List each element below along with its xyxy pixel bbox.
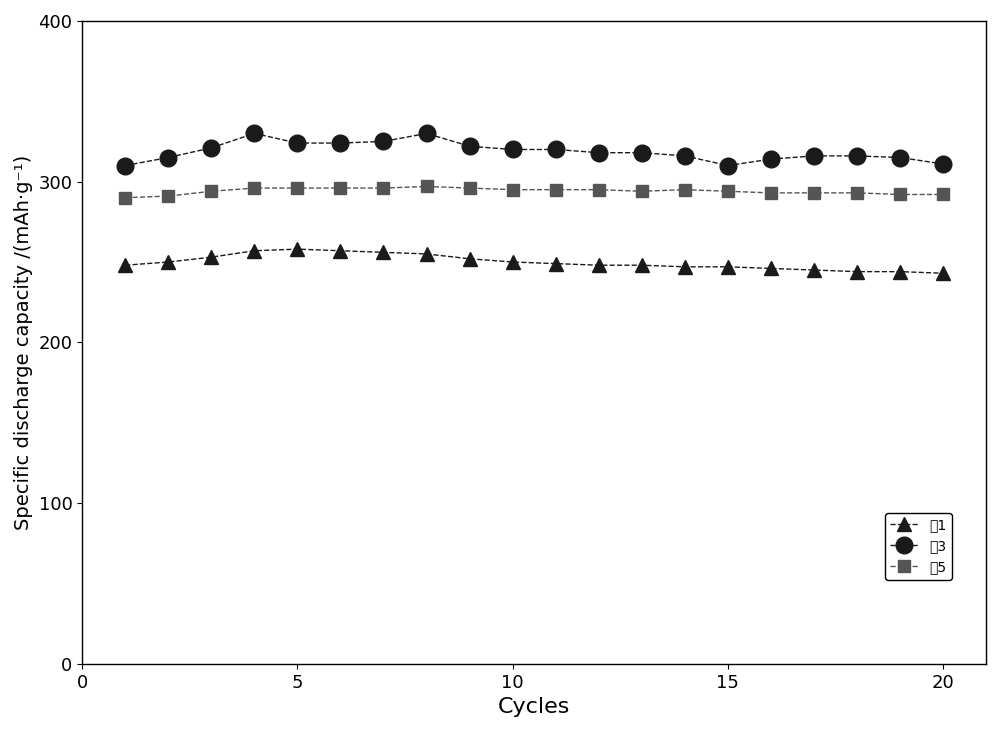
例1 bbox=[291, 245, 303, 254]
例1 bbox=[765, 264, 777, 273]
例3 bbox=[593, 148, 605, 157]
例5 bbox=[421, 182, 433, 191]
例5 bbox=[334, 183, 346, 192]
例5 bbox=[464, 183, 476, 192]
例5 bbox=[205, 187, 217, 196]
例1 bbox=[722, 262, 734, 271]
例5 bbox=[808, 189, 820, 197]
X-axis label: Cycles: Cycles bbox=[498, 697, 570, 717]
例3 bbox=[722, 161, 734, 170]
例5 bbox=[291, 183, 303, 192]
例1 bbox=[334, 246, 346, 255]
例3 bbox=[636, 148, 648, 157]
例3 bbox=[421, 129, 433, 137]
例1 bbox=[593, 261, 605, 270]
例3 bbox=[248, 129, 260, 137]
例1 bbox=[162, 257, 174, 266]
例3 bbox=[205, 143, 217, 152]
例3 bbox=[464, 142, 476, 151]
例3 bbox=[377, 137, 389, 145]
例3 bbox=[679, 151, 691, 160]
例5 bbox=[679, 185, 691, 194]
例3 bbox=[765, 155, 777, 164]
例5 bbox=[636, 187, 648, 196]
例5 bbox=[593, 185, 605, 194]
例5 bbox=[162, 192, 174, 200]
例5 bbox=[765, 189, 777, 197]
例1 bbox=[507, 257, 519, 266]
例3 bbox=[291, 139, 303, 148]
例5 bbox=[851, 189, 863, 197]
例5 bbox=[937, 190, 949, 199]
Legend: 例1, 例3, 例5: 例1, 例3, 例5 bbox=[885, 512, 952, 580]
例5 bbox=[894, 190, 906, 199]
例3 bbox=[808, 151, 820, 160]
例1 bbox=[550, 260, 562, 268]
例1 bbox=[808, 265, 820, 274]
例1 bbox=[894, 268, 906, 276]
例1 bbox=[679, 262, 691, 271]
例1 bbox=[248, 246, 260, 255]
例3 bbox=[550, 145, 562, 154]
例5 bbox=[507, 185, 519, 194]
Y-axis label: Specific discharge capacity /(mAh·g⁻¹): Specific discharge capacity /(mAh·g⁻¹) bbox=[14, 155, 33, 530]
例3 bbox=[334, 139, 346, 148]
例5 bbox=[119, 193, 131, 202]
例5 bbox=[550, 185, 562, 194]
例1 bbox=[377, 248, 389, 257]
Line: 例3: 例3 bbox=[117, 125, 951, 174]
例1 bbox=[205, 253, 217, 262]
例3 bbox=[894, 153, 906, 162]
Line: 例1: 例1 bbox=[118, 242, 950, 280]
例3 bbox=[507, 145, 519, 154]
例3 bbox=[851, 151, 863, 160]
例3 bbox=[162, 153, 174, 162]
例3 bbox=[119, 161, 131, 170]
例1 bbox=[937, 269, 949, 278]
例1 bbox=[464, 254, 476, 263]
例3 bbox=[937, 159, 949, 168]
例5 bbox=[248, 183, 260, 192]
例5 bbox=[377, 183, 389, 192]
例1 bbox=[119, 261, 131, 270]
例1 bbox=[851, 268, 863, 276]
例1 bbox=[636, 261, 648, 270]
例1 bbox=[421, 249, 433, 258]
例5 bbox=[722, 187, 734, 196]
Line: 例5: 例5 bbox=[119, 181, 949, 204]
